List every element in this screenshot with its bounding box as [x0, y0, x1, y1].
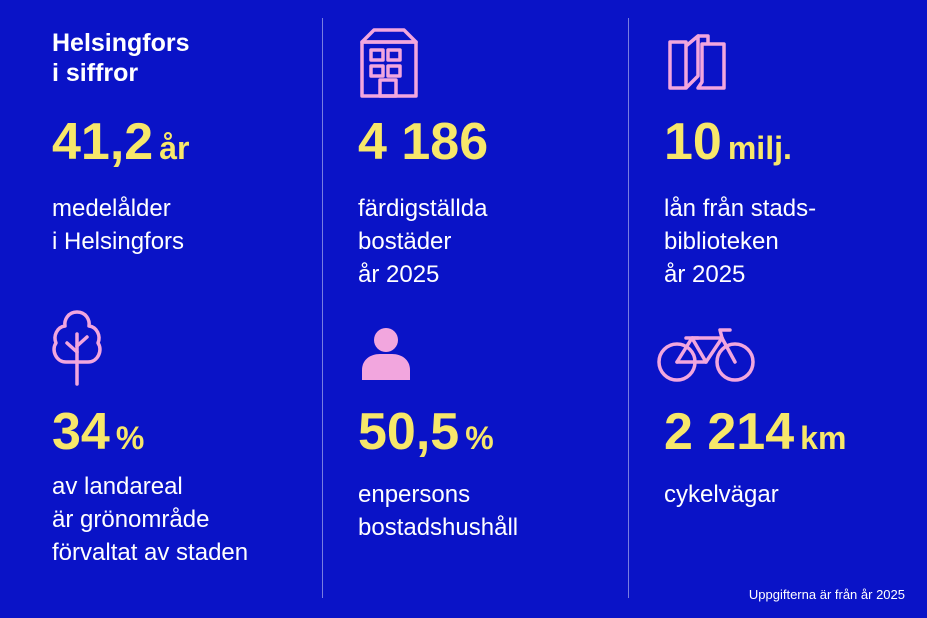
stat-description: av landareal är grönområde förvaltat av …: [52, 470, 248, 569]
building-icon: [360, 28, 418, 98]
description-line: bostäder: [358, 228, 452, 255]
stat-number: 4 186: [358, 113, 489, 171]
stat-unit: km: [800, 420, 847, 456]
stat-number: 2 214: [664, 403, 795, 461]
description-line: medelålder: [52, 195, 171, 222]
stat-number: 34: [52, 403, 110, 461]
description-line: cykelvägar: [664, 481, 779, 508]
stat-unit: år: [159, 130, 190, 166]
stat-unit: %: [465, 420, 494, 456]
description-line: färdigställda: [358, 195, 488, 222]
stat-library-loans: 10 milj.: [664, 112, 792, 172]
person-icon: [362, 328, 410, 380]
stat-description: medelålder i Helsingfors: [52, 192, 184, 258]
description-line: lån från stads-: [664, 195, 817, 222]
tree-icon: [52, 310, 102, 386]
stat-single-households: 50,5%: [358, 402, 494, 462]
description-line: år 2025: [358, 261, 440, 288]
stat-median-age: 41,2 år: [52, 112, 189, 172]
stat-housing: 4 186: [358, 112, 494, 172]
title-line: i siffror: [52, 59, 139, 87]
description-line: i Helsingfors: [52, 228, 185, 255]
column-divider: [628, 18, 629, 598]
description-line: bostadshushåll: [358, 514, 519, 541]
stat-description: lån från stads- biblioteken år 2025: [664, 192, 816, 291]
stat-description: cykelvägar: [664, 478, 779, 511]
source-footnote: Uppgifterna är från år 2025: [748, 587, 905, 602]
page-title: Helsingfors i siffror: [52, 28, 190, 88]
stat-green-area: 34%: [52, 402, 144, 462]
stat-number: 50,5: [358, 403, 460, 461]
bicycle-icon: [657, 328, 755, 382]
stat-bicycle-paths: 2 214 km: [664, 402, 846, 462]
stat-description: enpersons bostadshushåll: [358, 478, 518, 544]
description-line: av landareal: [52, 473, 183, 500]
description-line: år 2025: [664, 261, 746, 288]
stat-description: färdigställda bostäder år 2025: [358, 192, 487, 291]
description-line: enpersons: [358, 481, 471, 508]
stat-number: 10: [664, 113, 722, 171]
stat-unit: milj.: [727, 130, 792, 166]
column-divider: [322, 18, 323, 598]
title-line: Helsingfors: [52, 29, 190, 57]
description-line: biblioteken: [664, 228, 779, 255]
stat-unit: %: [115, 420, 145, 456]
description-line: förvaltat av staden: [52, 539, 249, 566]
description-line: är grönområde: [52, 506, 210, 533]
stat-number: 41,2: [52, 113, 154, 171]
book-icon: [668, 34, 726, 90]
